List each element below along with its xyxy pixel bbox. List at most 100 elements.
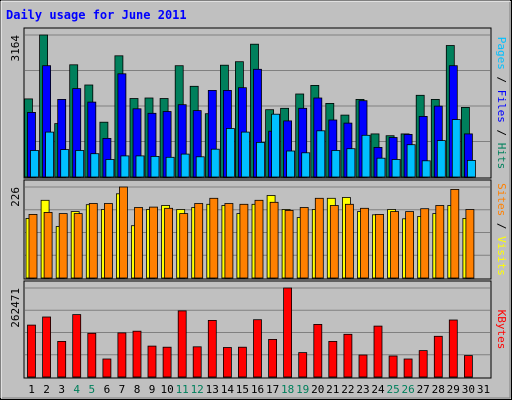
x-tick-label: 21: [326, 383, 339, 396]
side-legend-part: Hits: [495, 143, 508, 170]
panel-kbytes: 262471 KBytes: [9, 280, 508, 379]
bar-sites: [344, 203, 354, 279]
bar-sites: [375, 213, 384, 279]
bar-kbytes: [283, 287, 293, 378]
bar-pages: [150, 155, 160, 178]
x-tick-label: 28: [432, 383, 445, 396]
bar-pages: [195, 156, 205, 178]
bar-pages: [30, 150, 39, 178]
bar-pages: [75, 150, 85, 178]
x-tick-label: 7: [119, 383, 126, 396]
panel-visits-sites: 226 Sites / Visits: [9, 179, 508, 280]
bar-sites: [239, 203, 249, 279]
bar-sites: [284, 209, 294, 279]
bar-pages: [90, 153, 100, 178]
bar-kbytes: [418, 350, 428, 378]
x-tick-label: 4: [73, 383, 80, 396]
side-legend-label: KBytes: [495, 310, 508, 350]
x-tick-label: 29: [447, 383, 460, 396]
side-legend-part: /: [495, 216, 508, 236]
bar-sites: [179, 213, 189, 279]
x-tick-label: 5: [88, 383, 95, 396]
side-legend-label: Sites / Visits: [495, 183, 508, 276]
side-legend-part: KBytes: [495, 310, 508, 350]
x-tick-label: 1: [28, 383, 35, 396]
bar-kbytes: [102, 358, 112, 378]
bar-pages: [210, 148, 220, 178]
bar-pages: [271, 113, 281, 178]
bar-sites: [209, 197, 219, 279]
x-axis-ticks: 1 2 3 4 5 6 7 8 9 10 11 12 13 14 15 16 17 18 19 20 21 22 23 24 2…: [28, 383, 490, 396]
bar-pages: [225, 128, 235, 178]
bar-kbytes: [207, 319, 217, 378]
bar-kbytes: [388, 355, 398, 378]
bar-kbytes: [358, 354, 368, 378]
bar-kbytes: [87, 332, 97, 378]
bar-sites: [149, 206, 158, 279]
y-max-label: 226: [9, 187, 22, 207]
bar-kbytes: [373, 325, 383, 378]
bar-pages: [391, 159, 401, 178]
x-tick-label: 19: [296, 383, 309, 396]
side-legend-part: Pages: [495, 37, 508, 70]
bar-sites: [88, 203, 98, 279]
bar-kbytes: [253, 319, 262, 378]
bar-pages: [286, 150, 296, 178]
series-pages: [30, 113, 476, 178]
bar-pages: [316, 130, 326, 178]
bar-kbytes: [222, 347, 232, 378]
bar-kbytes: [313, 323, 323, 378]
x-tick-label: 8: [134, 383, 141, 396]
side-legend-part: /: [495, 123, 508, 143]
bar-pages: [376, 157, 386, 178]
x-tick-label: 16: [251, 383, 264, 396]
bar-kbytes: [448, 319, 458, 378]
bar-sites: [314, 197, 324, 279]
bar-sites: [465, 209, 475, 279]
x-tick-label: 10: [160, 383, 173, 396]
x-tick-label: 13: [206, 383, 219, 396]
x-tick-label: 23: [356, 383, 369, 396]
x-tick-label: 11: [176, 383, 189, 396]
bar-sites: [43, 211, 53, 279]
x-tick-label: 20: [311, 383, 324, 396]
x-tick-label: 27: [417, 383, 430, 396]
bar-sites: [360, 207, 369, 279]
bar-pages: [165, 156, 175, 178]
x-tick-label: 30: [462, 383, 475, 396]
bar-pages: [256, 141, 265, 178]
bar-sites: [405, 211, 415, 279]
bar-pages: [135, 155, 145, 178]
bar-kbytes: [192, 346, 202, 378]
bar-kbytes: [162, 346, 172, 378]
bar-pages: [421, 160, 431, 178]
bar-pages: [60, 149, 70, 178]
side-legend-part: Sites: [495, 183, 508, 216]
side-legend-part: /: [495, 70, 508, 90]
bar-pages: [436, 140, 446, 178]
bar-kbytes: [72, 314, 82, 378]
x-tick-label: 6: [104, 383, 111, 396]
bar-sites: [269, 201, 279, 279]
chart-title: Daily usage for June 2011: [6, 8, 187, 22]
bar-sites: [299, 207, 309, 279]
bar-pages: [301, 152, 311, 178]
bar-pages: [406, 144, 416, 178]
series-kbytes: [27, 287, 473, 378]
x-tick-label: 9: [149, 383, 156, 396]
bar-pages: [240, 131, 250, 178]
bar-sites: [119, 186, 128, 279]
bar-kbytes: [403, 358, 413, 378]
x-tick-label: 24: [371, 383, 385, 396]
y-max-label: 3164: [9, 35, 22, 62]
bar-kbytes: [328, 340, 338, 378]
bar-kbytes: [343, 333, 353, 378]
bar-sites: [104, 203, 113, 279]
panel-hits-files-pages: 3164 Pages / Files / Hits: [9, 27, 508, 179]
x-tick-label: 25: [386, 383, 399, 396]
side-legend-part: Files: [495, 90, 508, 123]
y-max-label: 262471: [9, 288, 22, 328]
bar-pages: [466, 159, 476, 178]
